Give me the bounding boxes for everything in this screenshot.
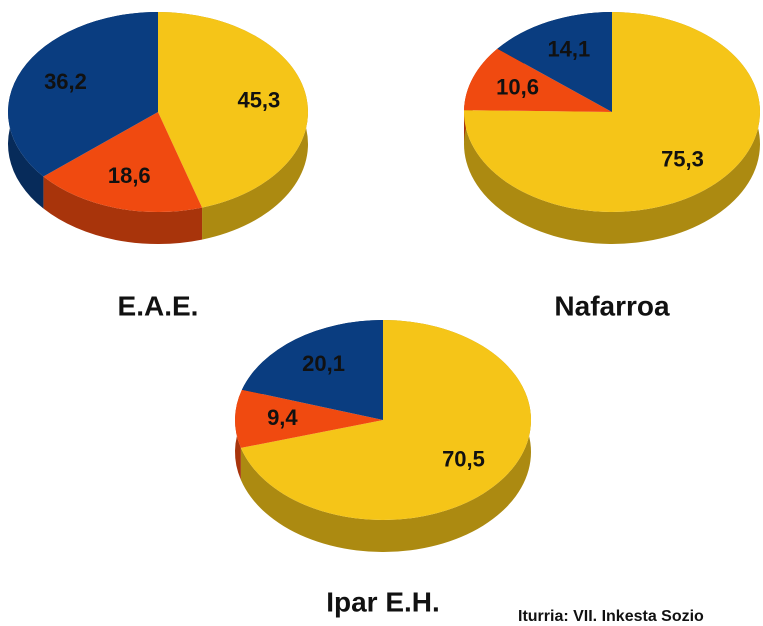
slice	[158, 12, 308, 208]
value-label: 45,3	[237, 88, 280, 113]
pie-labels: 45,3 18,6 36,2	[44, 69, 280, 188]
slice	[464, 48, 612, 112]
pie-tops	[7, 12, 308, 212]
value-label: 18,6	[108, 163, 151, 188]
slice	[43, 112, 203, 212]
slice	[235, 389, 383, 448]
chart-title: E.A.E.	[118, 290, 199, 321]
pie-tops	[235, 319, 532, 520]
value-label: 9,4	[267, 405, 298, 430]
chart-title: Ipar E.H.	[326, 586, 440, 617]
slice	[240, 320, 532, 520]
pie-labels: 75,3 10,6 14,1	[496, 36, 704, 171]
source: Iturria: VII. Inkesta Sozio	[518, 608, 704, 625]
slice	[7, 12, 158, 177]
value-label: 70,5	[442, 447, 485, 472]
chart-title: Nafarroa	[554, 290, 670, 321]
pie-tops	[464, 12, 760, 212]
pie-labels: 70,5 9,4 20,1	[267, 351, 485, 472]
value-label: 10,6	[496, 74, 539, 99]
slice-side	[43, 176, 203, 244]
slice	[497, 12, 612, 112]
slice	[241, 319, 383, 420]
value-label: 14,1	[547, 36, 590, 61]
value-label: 36,2	[44, 69, 87, 94]
value-label: 75,3	[661, 146, 704, 171]
value-label: 20,1	[302, 351, 345, 376]
